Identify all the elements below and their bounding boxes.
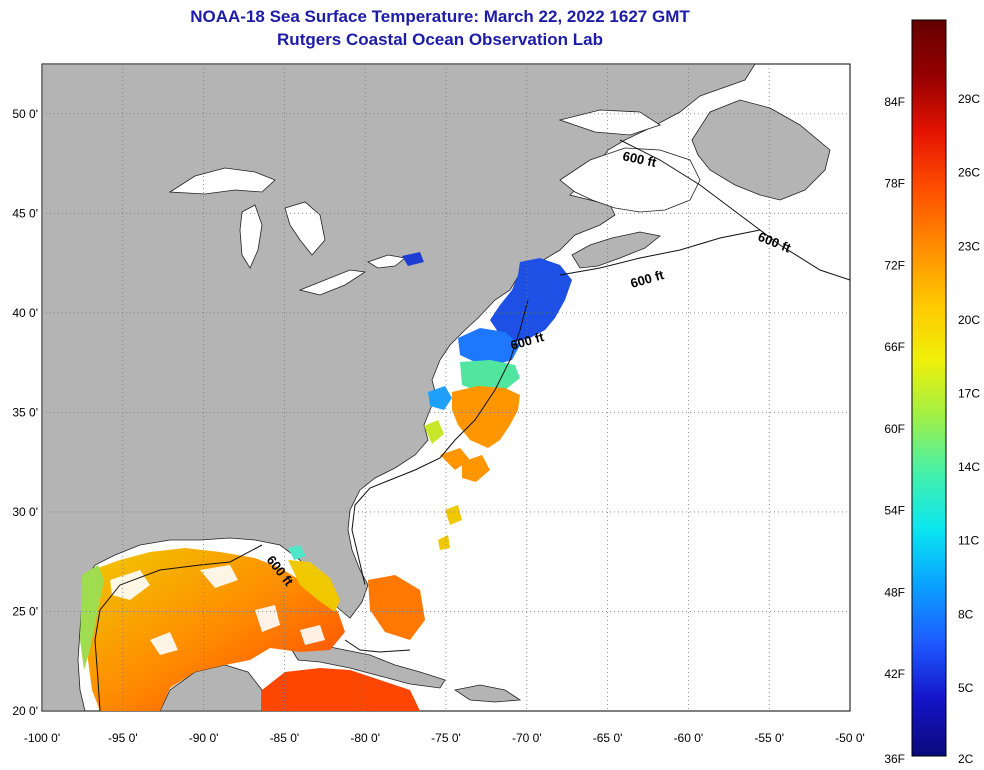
isobath-contours — [94, 139, 850, 711]
longitude-labels: -100 0' -95 0' -90 0' -85 0' -80 0' -75 0' -70… — [24, 731, 865, 745]
longitude-label: -60 0' — [674, 731, 704, 745]
lake-huron — [284, 201, 326, 256]
colorbar-f-label: 48F — [884, 585, 905, 599]
map-title: NOAA-18 Sea Surface Temperature: March 2… — [190, 7, 690, 26]
sst-florida-shelf — [288, 560, 340, 612]
sst-bahamas — [368, 575, 425, 640]
colorbar-f-label: 60F — [884, 422, 905, 436]
latitude-label: 40 0' — [12, 306, 38, 320]
longitude-label: -80 0' — [350, 731, 380, 745]
contour-label: 600 ft — [621, 148, 658, 170]
sst-gulf-of-mexico — [88, 548, 345, 711]
sst-gulf-west-cool — [80, 565, 104, 670]
sst-hatteras — [424, 420, 444, 444]
sst-mid-atlantic-shelf — [458, 328, 520, 365]
colorbar-c-label: 14C — [958, 460, 980, 474]
land-newfoundland — [691, 99, 831, 201]
colorbar-celsius-labels: 29C 26C 23C 20C 17C 14C 11C 8C 5C 2C — [958, 92, 980, 766]
latitude-label: 45 0' — [12, 206, 38, 220]
colorbar-c-label: 17C — [958, 386, 980, 400]
colorbar-c-label: 5C — [958, 681, 974, 695]
colorbar-f-label: 84F — [884, 95, 905, 109]
latitude-label: 35 0' — [12, 405, 38, 419]
longitude-label: -100 0' — [24, 731, 60, 745]
colorbar-f-label: 72F — [884, 258, 905, 272]
latitude-labels: 50 0' 45 0' 40 0' 35 0' 30 0' 25 0' 20 0' — [12, 107, 38, 718]
colorbar-c-label: 2C — [958, 752, 974, 766]
colorbar-c-label: 26C — [958, 166, 980, 180]
sst-gulf-of-maine — [490, 258, 572, 342]
land-north-america — [42, 64, 756, 711]
great-lakes — [168, 109, 701, 296]
longitude-label: -55 0' — [754, 731, 784, 745]
lake-ontario-sst — [402, 252, 424, 266]
longitude-label: -70 0' — [512, 731, 542, 745]
colorbar-c-label: 23C — [958, 239, 980, 253]
colorbar-c-label: 29C — [958, 92, 980, 106]
longitude-label: -75 0' — [431, 731, 461, 745]
land-hispaniola — [453, 684, 522, 703]
graticule — [42, 64, 850, 711]
colorbar — [911, 19, 947, 757]
colorbar-f-label: 78F — [884, 177, 905, 191]
longitude-label: -65 0' — [593, 731, 623, 745]
colorbar-fahrenheit-labels: 84F 78F 72F 66F 60F 54F 48F 42F 36F — [884, 95, 905, 766]
sst-north-gulf-cyan — [288, 545, 306, 560]
sst-gulf-stream-fragments — [438, 448, 490, 550]
latitude-label: 30 0' — [12, 505, 38, 519]
colorbar-c-label: 20C — [958, 313, 980, 327]
lake-ontario — [367, 254, 406, 269]
colorbar-f-label: 36F — [884, 752, 905, 766]
map-subtitle: Rutgers Coastal Ocean Observation Lab — [277, 30, 603, 49]
longitude-label: -90 0' — [189, 731, 219, 745]
longitude-label: -50 0' — [835, 731, 865, 745]
sst-caribbean — [262, 668, 420, 711]
hudson-strait-white — [558, 109, 661, 136]
map-layers — [42, 64, 850, 711]
colorbar-f-label: 54F — [884, 504, 905, 518]
sst-shelf-green — [460, 360, 520, 392]
colorbar-f-label: 66F — [884, 340, 905, 354]
colorbar-f-label: 42F — [884, 667, 905, 681]
lake-michigan — [239, 204, 263, 269]
gulf-st-lawrence — [559, 147, 701, 213]
lake-superior — [168, 167, 276, 195]
colorbar-c-label: 8C — [958, 607, 974, 621]
longitude-label: -85 0' — [270, 731, 300, 745]
latitude-label: 50 0' — [12, 107, 38, 121]
land-cuba — [291, 644, 446, 689]
latitude-label: 25 0' — [12, 604, 38, 618]
land-nova-scotia — [571, 231, 661, 269]
sst-gulf-stream-north — [452, 386, 520, 448]
colorbar-c-label: 11C — [958, 534, 979, 548]
longitude-label: -95 0' — [108, 731, 138, 745]
latitude-label: 20 0' — [12, 704, 38, 718]
